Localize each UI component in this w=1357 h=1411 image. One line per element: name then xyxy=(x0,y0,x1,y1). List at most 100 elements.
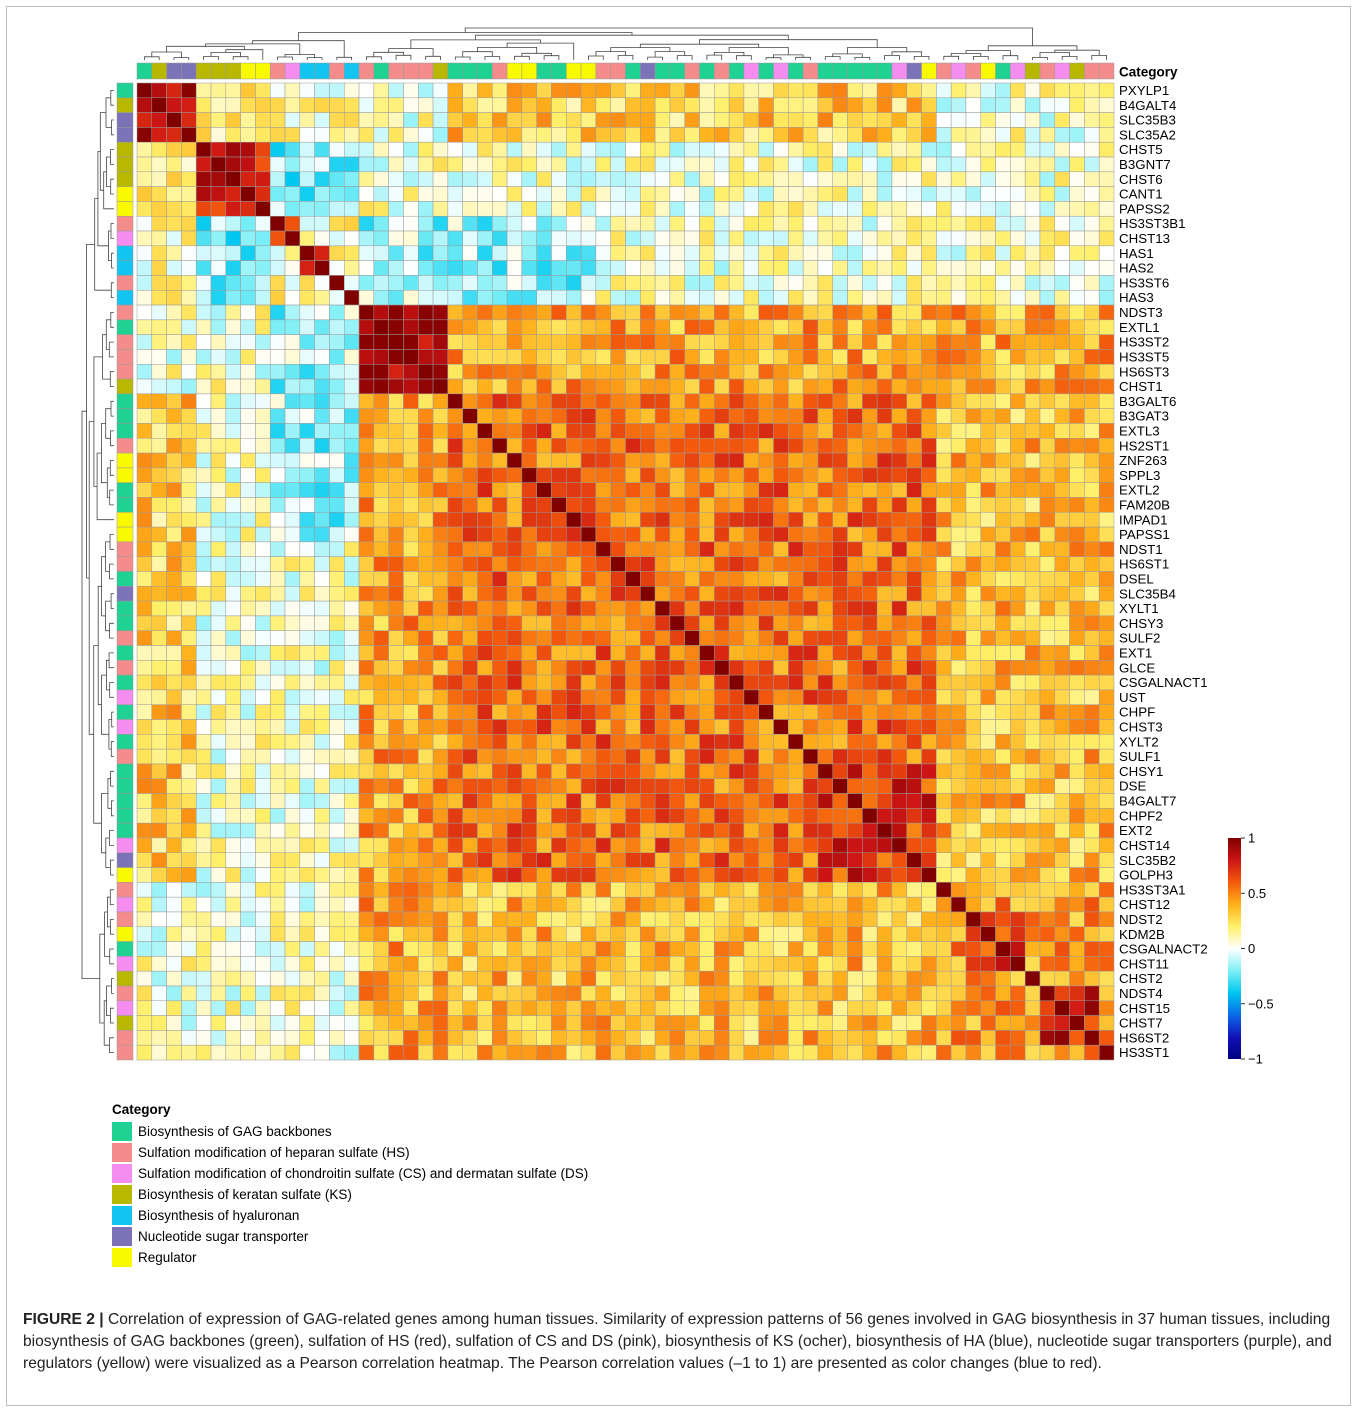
heatmap-cell xyxy=(654,423,671,439)
heatmap-cell xyxy=(447,867,463,883)
heatmap-cell xyxy=(1039,82,1056,99)
left-annotation-cell xyxy=(116,793,134,809)
heatmap-cell xyxy=(699,275,715,291)
heatmap-cell xyxy=(181,1015,197,1031)
legend-swatch xyxy=(112,1206,132,1225)
heatmap-cell xyxy=(625,541,641,557)
heatmap-cell xyxy=(373,245,389,261)
heatmap-cell xyxy=(906,704,922,720)
heatmap-cell xyxy=(506,660,523,676)
heatmap-cell xyxy=(980,600,996,617)
heatmap-cell xyxy=(403,171,419,187)
heatmap-cell xyxy=(329,778,345,794)
heatmap-cell xyxy=(492,674,508,691)
heatmap-cell xyxy=(802,719,819,735)
heatmap-cell xyxy=(788,526,804,543)
heatmap-cell xyxy=(699,349,715,365)
heatmap-cell xyxy=(388,926,404,942)
heatmap-cell xyxy=(669,304,685,321)
heatmap-cell xyxy=(1039,319,1056,335)
heatmap-cell xyxy=(758,556,774,572)
heatmap-cell xyxy=(210,1030,227,1046)
heatmap-cell xyxy=(1054,748,1070,765)
dendrogram-branch xyxy=(654,51,686,58)
heatmap-cell xyxy=(255,867,271,883)
heatmap-cell xyxy=(358,896,375,913)
heatmap-cell xyxy=(462,171,478,187)
heatmap-cell xyxy=(921,748,937,765)
heatmap-cell xyxy=(595,674,611,691)
heatmap-cell xyxy=(936,734,952,750)
row-label: NDST1 xyxy=(1119,542,1163,557)
row-label: HS6ST1 xyxy=(1119,557,1169,572)
heatmap-cell xyxy=(477,289,493,306)
heatmap-cell xyxy=(758,808,774,824)
heatmap-cell xyxy=(906,956,922,972)
heatmap-cell xyxy=(832,349,848,365)
heatmap-cell xyxy=(477,704,493,720)
heatmap-cell xyxy=(950,808,967,824)
row-label: HS3ST6 xyxy=(1119,275,1169,290)
top-annotation-cell xyxy=(299,62,315,80)
heatmap-cell xyxy=(373,334,389,350)
heatmap-cell xyxy=(1024,600,1041,617)
heatmap-cell xyxy=(166,1030,182,1046)
heatmap-cell xyxy=(432,882,449,898)
heatmap-cell xyxy=(521,171,537,187)
heatmap-cell xyxy=(728,364,745,380)
heatmap-cell xyxy=(418,127,434,143)
heatmap-cell xyxy=(1039,734,1056,750)
heatmap-cell xyxy=(432,275,449,291)
heatmap-cell xyxy=(284,304,301,321)
heatmap-cell xyxy=(610,674,626,691)
heatmap-cell xyxy=(447,586,463,602)
heatmap-cell xyxy=(447,452,463,469)
heatmap-cell xyxy=(669,956,685,972)
heatmap-cell xyxy=(255,497,271,513)
row-label: HS3ST1 xyxy=(1119,1045,1169,1060)
heatmap-cell xyxy=(551,364,567,380)
heatmap-cell xyxy=(210,319,227,335)
heatmap-cell xyxy=(802,82,819,99)
heatmap-cell xyxy=(403,97,419,113)
heatmap-cell xyxy=(462,349,478,365)
heatmap-cell xyxy=(536,956,552,972)
heatmap-cell xyxy=(1084,289,1100,306)
heatmap-cell xyxy=(980,82,996,99)
heatmap-cell xyxy=(684,867,700,883)
heatmap-cell xyxy=(447,393,463,409)
heatmap-cell xyxy=(595,275,611,291)
heatmap-cell xyxy=(847,896,863,913)
heatmap-cell xyxy=(329,1044,345,1061)
heatmap-cell xyxy=(699,926,715,942)
heatmap-cell xyxy=(314,808,330,824)
heatmap-cell xyxy=(195,127,212,143)
heatmap-cell xyxy=(847,734,863,750)
heatmap-cell xyxy=(166,408,182,424)
heatmap-cell xyxy=(965,748,982,765)
heatmap-cell xyxy=(995,215,1011,232)
heatmap-cell xyxy=(136,689,153,705)
heatmap-cell xyxy=(1024,630,1041,646)
heatmap-cell xyxy=(195,1000,212,1016)
row-label: FAM20B xyxy=(1119,497,1170,512)
heatmap-cell xyxy=(654,645,671,661)
heatmap-cell xyxy=(965,82,982,99)
heatmap-cell xyxy=(566,512,582,528)
heatmap-cell xyxy=(684,304,700,321)
heatmap-cell xyxy=(773,82,789,99)
heatmap-cell xyxy=(477,364,493,380)
dendrogram-branch xyxy=(109,1037,114,1053)
heatmap-cell xyxy=(1084,526,1100,543)
heatmap-cell xyxy=(802,1015,819,1031)
heatmap-cell xyxy=(343,941,360,957)
heatmap-cell xyxy=(906,822,922,839)
heatmap-cell xyxy=(314,556,330,572)
heatmap-cell xyxy=(625,230,641,247)
heatmap-cell xyxy=(802,512,819,528)
heatmap-cell xyxy=(773,438,789,454)
heatmap-cell xyxy=(373,438,389,454)
heatmap-cell xyxy=(492,215,508,232)
heatmap-cell xyxy=(373,615,389,631)
heatmap-cell xyxy=(418,837,434,854)
